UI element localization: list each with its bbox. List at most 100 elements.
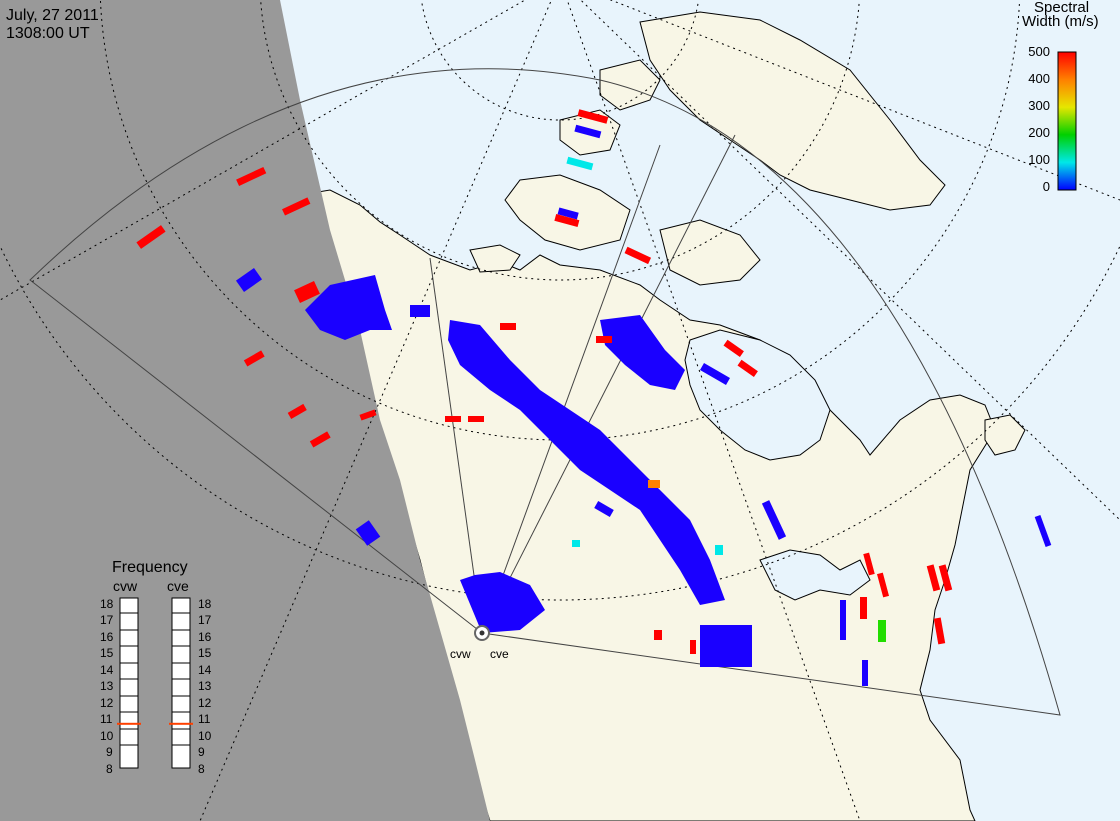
echo-cell-red xyxy=(938,564,953,592)
frequency-tick-right: 14 xyxy=(198,663,212,677)
echo-cell-cyan xyxy=(566,156,594,171)
echo-cell-red xyxy=(359,409,377,421)
hudson-bay-water xyxy=(684,329,831,461)
colorbar-tick: 500 xyxy=(1028,44,1050,59)
echo-cell-red xyxy=(933,617,946,645)
echo-region-near-field xyxy=(460,572,545,633)
echo-cell-red xyxy=(282,197,311,216)
frequency-tick-left: 11 xyxy=(100,712,113,726)
frequency-marker-cve xyxy=(169,722,193,725)
echo-cell-red xyxy=(294,281,320,303)
site-label-cve: cve xyxy=(490,647,509,661)
frequency-gridlines xyxy=(120,612,190,746)
meridian-4 xyxy=(199,0,552,821)
frequency-tick-right: 12 xyxy=(198,696,212,710)
echo-cell-red xyxy=(690,640,696,654)
frequency-tick-right: 17 xyxy=(198,613,212,627)
echo-cell xyxy=(235,267,263,293)
colorbar-title-line1: Spectral xyxy=(1034,0,1090,16)
echo-cell-red xyxy=(596,336,612,343)
fov-outline xyxy=(29,68,1061,716)
echo-cell-red xyxy=(287,403,307,419)
arctic-island-3 xyxy=(599,59,661,111)
meridian-1 xyxy=(580,0,1120,521)
echo-cell-red xyxy=(243,350,265,367)
colorbar-tick: 400 xyxy=(1028,71,1050,86)
frequency-radar-label-cve: cve xyxy=(167,578,189,594)
radar-site-dot xyxy=(479,630,485,636)
frequency-tick-left: 15 xyxy=(100,646,114,660)
echo-region-alaska xyxy=(305,275,392,340)
meridian-3 xyxy=(566,0,861,821)
echo-cell-red xyxy=(863,552,875,576)
frequency-tick-left: 10 xyxy=(100,729,114,743)
frequency-tick-left: 16 xyxy=(100,630,114,644)
echo-cell-red xyxy=(468,416,484,422)
echo-cell-orange xyxy=(648,480,660,488)
latitude-circle-4 xyxy=(0,244,1120,601)
echo-patch-south xyxy=(700,625,752,667)
echo-cell xyxy=(1034,514,1052,548)
frequency-tick-right: 9 xyxy=(198,745,205,759)
frequency-marker-cvw xyxy=(117,722,141,725)
echo-cell xyxy=(862,660,868,686)
frequency-tick-left: 8 xyxy=(106,762,113,776)
greenland-land xyxy=(639,11,946,211)
colorbar-tick: 200 xyxy=(1028,125,1050,140)
great-lakes-water xyxy=(759,549,871,601)
echo-cell-red xyxy=(309,431,331,448)
radar-fields-of-view xyxy=(29,68,1061,716)
echo-cell-red xyxy=(554,213,580,227)
echo-cell xyxy=(557,207,579,220)
echo-cell-red xyxy=(876,572,890,598)
echo-region-east-central xyxy=(600,315,685,390)
echo-cell-green xyxy=(878,620,886,642)
time-label: 1308:00 UT xyxy=(6,25,90,42)
echo-cell xyxy=(410,305,430,317)
echo-cell-red xyxy=(926,564,941,592)
frequency-tick-left: 14 xyxy=(100,663,114,677)
echo-cell-red xyxy=(654,630,662,640)
meridian-2 xyxy=(609,0,1120,201)
echo-cell xyxy=(574,124,602,139)
frequency-tick-right: 16 xyxy=(198,630,212,644)
echo-cell xyxy=(840,600,846,640)
frequency-tick-right: 15 xyxy=(198,646,212,660)
frequency-tick-right: 13 xyxy=(198,679,212,693)
echo-cell-red xyxy=(236,166,267,186)
frequency-tick-left: 17 xyxy=(100,613,114,627)
frequency-column-cve xyxy=(171,597,191,769)
frequency-tick-right: 11 xyxy=(198,712,211,726)
echo-cell xyxy=(761,500,787,540)
frequency-tick-left: 12 xyxy=(100,696,114,710)
date-label: July, 27 2011 xyxy=(6,7,99,24)
echo-cell-cyan xyxy=(572,540,580,547)
site-label-cvw: cvw xyxy=(450,647,471,661)
frequency-tick-right: 10 xyxy=(198,729,212,743)
frequency-radar-label-cvw: cvw xyxy=(113,578,138,594)
land-masses xyxy=(189,11,1026,821)
colorbar-gradient xyxy=(1057,51,1077,191)
frequency-tick-left: 13 xyxy=(100,679,114,693)
echo-cell-red xyxy=(624,246,652,265)
echo-cell xyxy=(700,363,730,385)
frequency-tick-left: 18 xyxy=(100,597,114,611)
frequency-tick-right: 18 xyxy=(198,597,212,611)
echo-cell-red xyxy=(445,416,461,422)
frequency-tick-left: 9 xyxy=(106,745,113,759)
echo-cell-red xyxy=(737,359,758,378)
frequency-panels xyxy=(119,597,191,769)
echo-cell xyxy=(594,501,614,517)
echo-cell-red xyxy=(723,339,744,358)
arctic-island-4 xyxy=(659,219,761,286)
colorbar-title-line2: Width (m/s) xyxy=(1022,13,1099,30)
echo-cell xyxy=(355,520,381,546)
echo-cell-red xyxy=(577,109,609,124)
fov-beam-cve-edge-1 xyxy=(481,144,661,634)
colorbar-tick: 100 xyxy=(1028,152,1050,167)
radar-echoes xyxy=(136,109,1052,686)
fov-beam-cvw-edge xyxy=(429,257,483,634)
frequency-column-cvw xyxy=(119,597,139,769)
